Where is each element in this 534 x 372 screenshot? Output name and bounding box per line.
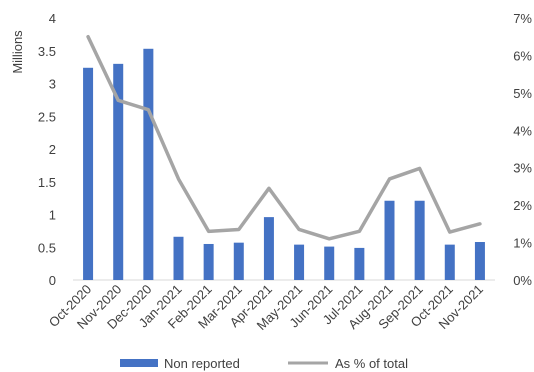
y2-tick-label: 2% [513,198,532,213]
legend-swatch-non-reported [120,359,158,367]
y-axis-title: Millions [10,30,25,74]
legend: Non reported As % of total [120,356,408,371]
y-tick-label: 3 [49,77,56,92]
bar-non-reported [173,236,184,280]
right-axis-ticks: 0% 1% 2% 3% 4% 5% 6% 7% [513,11,532,288]
legend-label-as-pct: As % of total [335,356,408,371]
bar-non-reported [384,200,395,280]
y2-tick-label: 7% [513,11,532,26]
legend-label-non-reported: Non reported [164,356,240,371]
bar-non-reported [414,200,425,280]
left-axis-ticks: 0 0.5 1 1.5 2 2.5 3 3.5 4 [38,11,56,288]
y2-tick-label: 6% [513,48,532,63]
bar-non-reported [324,246,335,280]
bar-non-reported [83,67,94,280]
y-tick-label: 3.5 [38,44,56,59]
bar-series [83,48,485,280]
bar-non-reported [294,244,305,280]
bar-non-reported [143,48,154,280]
line-series [86,34,482,241]
bar-non-reported [474,242,485,280]
y-tick-label: 1 [49,208,56,223]
y-tick-label: 0 [49,273,56,288]
line-as-pct-of-total [86,34,482,241]
y-tick-label: 1.5 [38,175,56,190]
bar-non-reported [203,243,214,280]
y2-tick-label: 5% [513,86,532,101]
y-tick-label: 2.5 [38,109,56,124]
y-tick-label: 2 [49,142,56,157]
y-tick-label: 0.5 [38,240,56,255]
bar-non-reported [354,247,365,280]
y2-tick-label: 4% [513,123,532,138]
y-tick-label: 4 [49,11,56,26]
y2-tick-label: 3% [513,161,532,176]
y2-tick-label: 1% [513,236,532,251]
bar-non-reported [233,242,244,280]
bar-non-reported [113,63,124,280]
bar-non-reported [444,244,455,280]
bar-non-reported [263,217,274,280]
x-axis-labels: Oct-2020Nov-2020Dec-2020Jan-2021Feb-2021… [46,282,486,333]
y2-tick-label: 0% [513,273,532,288]
